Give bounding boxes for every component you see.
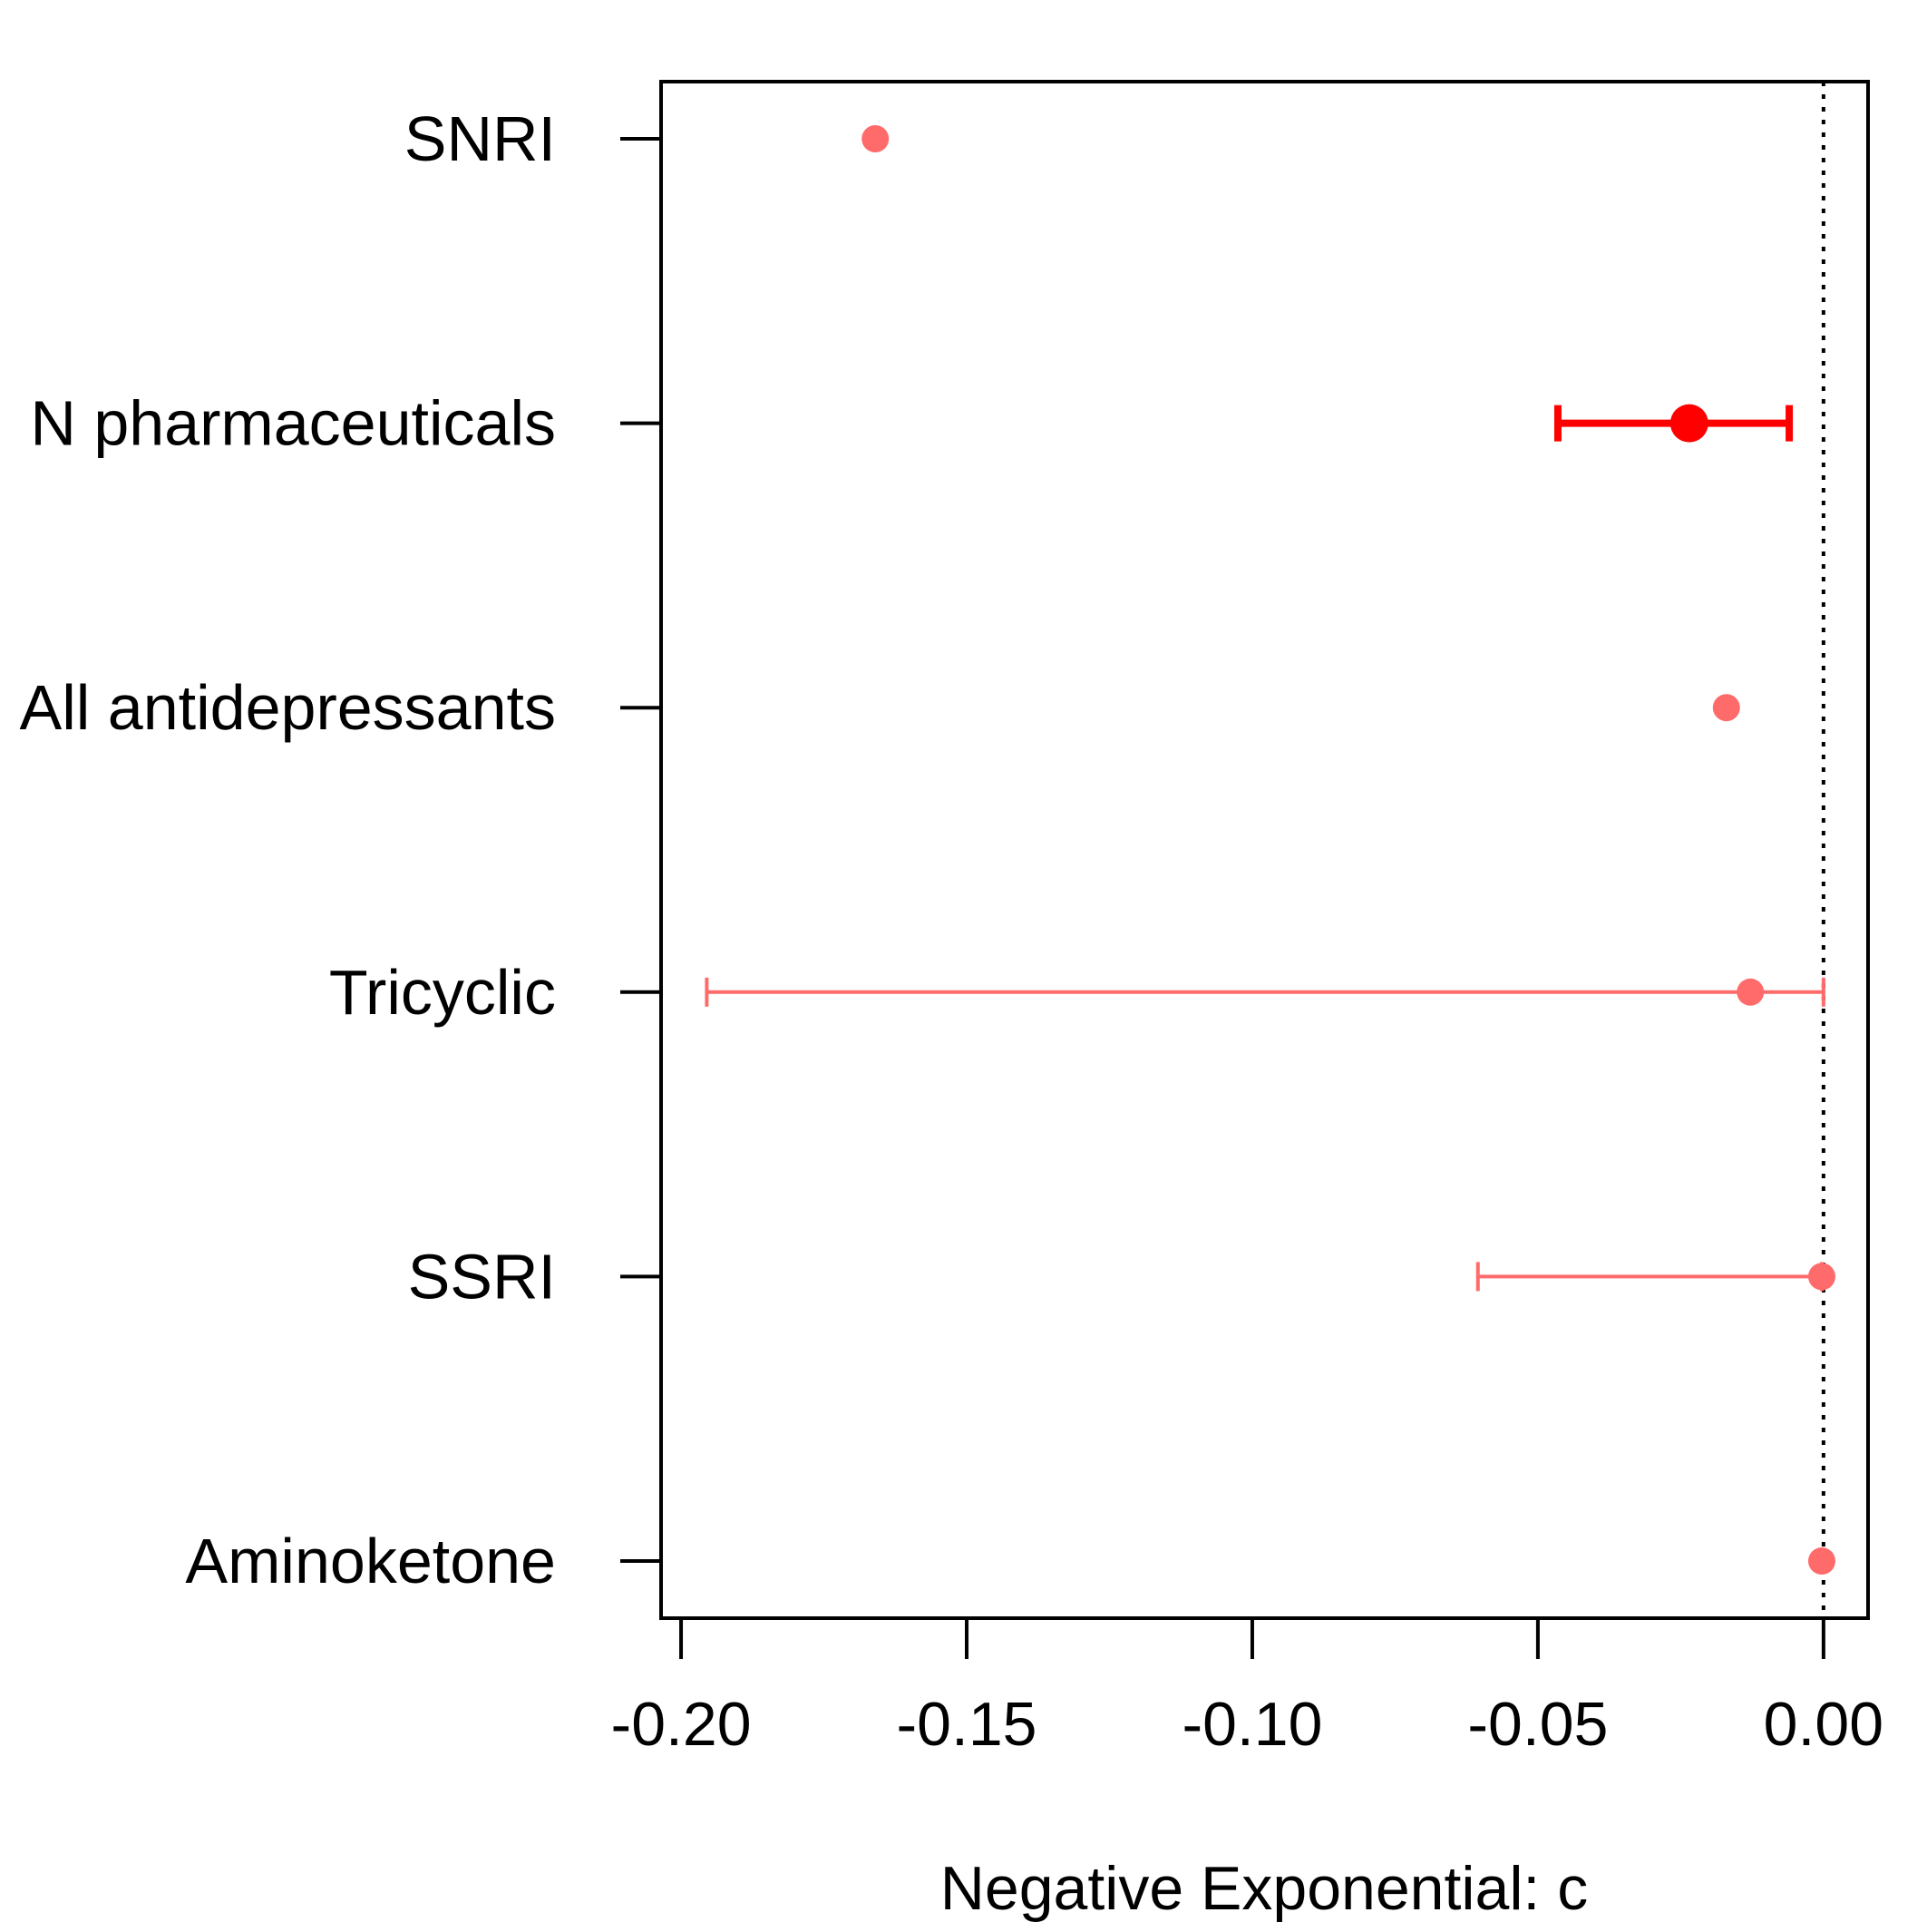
x-tick-label: 0.00 xyxy=(1764,1690,1883,1759)
data-point xyxy=(1737,978,1765,1006)
data-point xyxy=(1712,694,1740,722)
data-point xyxy=(1807,1547,1835,1575)
data-point xyxy=(861,125,890,152)
axes-layer: -0.20 -0.15 -0.10 -0.05 0.00 SNRI N pharmaceut… xyxy=(20,103,1883,1759)
y-tick-label: Tricyclic xyxy=(329,957,556,1028)
y-tick-label: Aminoketone xyxy=(185,1526,556,1596)
x-tick-label: -0.05 xyxy=(1467,1690,1608,1759)
x-tick-label: -0.10 xyxy=(1182,1690,1322,1759)
x-tick-label: -0.20 xyxy=(611,1690,752,1759)
y-tick-label: N pharmaceuticals xyxy=(30,388,556,459)
marks-layer xyxy=(705,82,1835,1618)
x-axis-title: Negative Exponential: c xyxy=(940,1854,1588,1923)
y-tick-label: SSRI xyxy=(408,1241,556,1312)
y-tick-label: All antidepressants xyxy=(20,672,556,743)
data-point xyxy=(1669,404,1708,443)
x-tick-label: -0.15 xyxy=(897,1690,1037,1759)
plot-frame xyxy=(659,80,1870,1620)
data-point xyxy=(1807,1263,1835,1291)
y-tick-label: SNRI xyxy=(404,103,556,174)
